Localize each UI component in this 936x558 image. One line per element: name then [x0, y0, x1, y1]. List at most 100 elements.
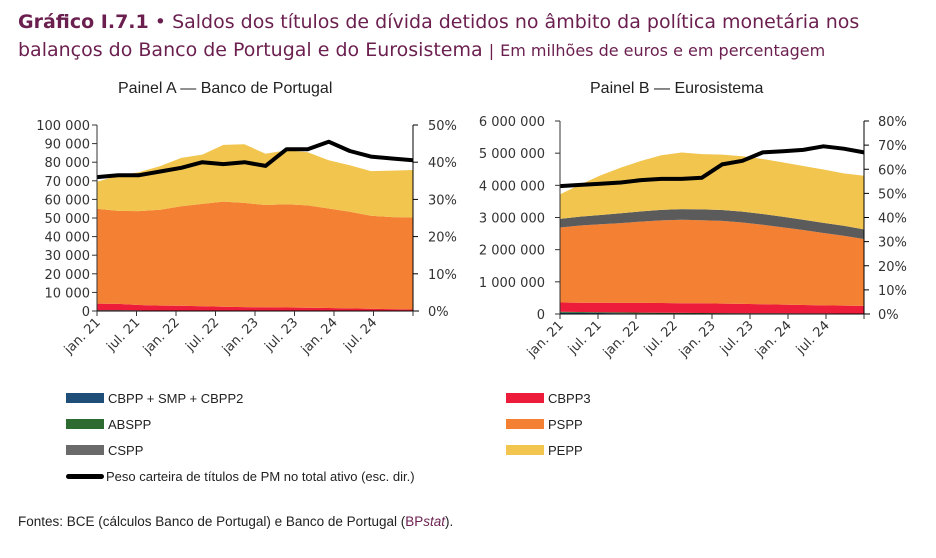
panel-a-area-pspp: [97, 201, 413, 310]
panel-a-y-tick-label: 100 000: [36, 119, 90, 134]
chart-title: Gráfico I.7.1 • Saldos dos títulos de dí…: [18, 8, 918, 65]
panel-b-x-tick-label: jul. 22: [641, 318, 681, 358]
legend-left: CBPP + SMP + CBPP2 ABSPP CSPP Peso carte…: [66, 385, 415, 489]
panel-a-x-tick-label: jul. 21: [104, 315, 144, 355]
charts-canvas: 0 10 000 20 000 30 000 40 000 50 000 60 000 70 …: [36, 115, 907, 361]
panel-a-y-tick-label: 40 000: [45, 231, 91, 246]
legend-swatch-pspp: [506, 419, 544, 429]
panel-b-x-tick-label: jan. 22: [600, 318, 643, 361]
legend-swatch-pepp: [506, 445, 544, 455]
panel-a-y-tick-label: 0: [82, 305, 90, 320]
panel-a-y2-tick-label: 50%: [428, 119, 457, 134]
panel-a-x-tick-label: jan. 23: [219, 315, 262, 358]
legend-line-ratio: [66, 473, 104, 479]
panel-b-y2-tick-label: 80%: [878, 115, 907, 130]
legend-item-ratio: Peso carteira de títulos de PM no total …: [66, 463, 415, 489]
panel-b-area-cspp: [560, 209, 864, 239]
panel-b-area-pepp: [560, 152, 864, 230]
panel-a-y-tick-label: 50 000: [45, 212, 91, 227]
legend-item-cbpp-smp-cbpp2: CBPP + SMP + CBPP2: [66, 385, 415, 411]
source-prefix: Fontes: BCE (cálculos Banco de Portugal)…: [18, 514, 406, 529]
legend-item-pepp: PEPP: [506, 437, 591, 463]
panel-a-x-tick-label: jan. 21: [61, 315, 104, 358]
panel-b-y-tick-label: 6 000 000: [479, 115, 545, 130]
legend-label: PEPP: [548, 442, 583, 458]
title-line-2: balanços do Banco de Portugal e do Euros…: [18, 36, 918, 65]
panel-b-y2-tick-label: 50%: [878, 187, 907, 202]
panel-a-y-tick-label: 20 000: [45, 268, 91, 283]
legend-label: Peso carteira de títulos de PM no total …: [106, 468, 415, 484]
figure-label: Gráfico I.7.1: [18, 11, 149, 33]
panel-a-x-tick-label: jan. 24: [298, 315, 341, 358]
panel-b-title: Painel B — Eurosistema: [590, 80, 764, 97]
panel-a-area-pepp: [97, 144, 413, 218]
panel-b-y2-tick-label: 30%: [878, 236, 907, 251]
panel-a-x-tick-label: jan. 22: [140, 315, 183, 358]
panel-b-y-tick-label: 2 000 000: [479, 244, 545, 259]
chart-subtitle: Em milhões de euros e em percentagem: [500, 41, 826, 60]
panel-b-y-tick-label: 5 000 000: [479, 147, 545, 162]
panel-b-y2-tick-label: 0%: [878, 308, 899, 323]
title-bullet: •: [154, 11, 167, 33]
panel-a-y-tick-label: 60 000: [45, 193, 91, 208]
title-line-1: Gráfico I.7.1 • Saldos dos títulos de dí…: [18, 8, 918, 36]
source-suffix: ).: [445, 514, 454, 529]
panel-a-y2-tick-label: 0%: [428, 305, 449, 320]
panel-b-x-tick-label: jan. 23: [676, 318, 719, 361]
panel-a-y2-tick-label: 40%: [428, 156, 457, 171]
panel-a-x-tick-label: jul. 23: [262, 315, 302, 355]
panel-b-y2-tick-label: 20%: [878, 260, 907, 275]
source-note: Fontes: BCE (cálculos Banco de Portugal)…: [18, 514, 453, 529]
legend-swatch-cbpp3: [506, 393, 544, 403]
panel-b-area-abspp: [560, 311, 864, 314]
legend-swatch-abspp: [66, 419, 104, 429]
panel-b-x-tick-label: jul. 23: [717, 318, 757, 358]
panel-b-x-tick-label: jan. 24: [752, 318, 795, 361]
panel-b-y-tick-label: 3 000 000: [479, 212, 545, 227]
panel-a-x-tick-label: jul. 22: [183, 315, 223, 355]
legend-swatch-cspp: [66, 445, 104, 455]
legend-label: PSPP: [548, 416, 583, 432]
panel-a-x-tick-label: jul. 24: [341, 315, 381, 355]
legend-item-cspp: CSPP: [66, 437, 415, 463]
panel-b-y2-tick-label: 40%: [878, 212, 907, 227]
panel-b-y-tick-label: 1 000 000: [479, 276, 545, 291]
bpstat-link-plain: BP: [405, 514, 424, 529]
panel-b-x-tick-label: jul. 21: [565, 318, 605, 358]
panel-b-y2-tick-label: 10%: [878, 284, 907, 299]
panel-b-area-pspp: [560, 219, 864, 306]
legend-item-pspp: PSPP: [506, 411, 591, 437]
panel-b-x-tick-label: jul. 24: [793, 318, 833, 358]
title-text-1: Saldos dos títulos de dívida detidos no …: [172, 11, 860, 33]
legend-item-abspp: ABSPP: [66, 411, 415, 437]
panel-a-y2-tick-label: 30%: [428, 193, 457, 208]
bpstat-link-italic: stat: [423, 514, 445, 529]
legend-label: ABSPP: [108, 416, 152, 432]
legend-item-cbpp3: CBPP3: [506, 385, 591, 411]
legend-label: CBPP + SMP + CBPP2: [108, 390, 244, 406]
panel-b-y2-tick-label: 70%: [878, 139, 907, 154]
panel-a-y2-tick-label: 20%: [428, 231, 457, 246]
panel-a-y-tick-label: 90 000: [45, 138, 91, 153]
panel-a-ratio-line: [96, 139, 414, 180]
legend-right: CBPP3 PSPP PEPP: [506, 385, 591, 463]
legend-swatch-cbpp-smp-cbpp2: [66, 393, 104, 403]
panel-a-area-cbpp3: [97, 303, 413, 311]
panel-b-x-tick-label: jan. 21: [524, 318, 567, 361]
panel-a-y-tick-label: 70 000: [45, 175, 91, 190]
panel-b-y-tick-label: 4 000 000: [479, 179, 545, 194]
title-text-2: balanços do Banco de Portugal e do Euros…: [18, 39, 483, 61]
title-separator: |: [488, 41, 495, 60]
panel-a-title: Painel A — Banco de Portugal: [118, 80, 333, 97]
panel-b-ratio-line: [559, 144, 865, 189]
bpstat-link[interactable]: BPstat: [405, 514, 445, 529]
legend-label: CSPP: [108, 442, 144, 458]
panel-a-y2-tick-label: 10%: [428, 268, 457, 283]
panel-a-y-tick-label: 10 000: [45, 286, 91, 301]
panel-b-y-tick-label: 0: [537, 308, 545, 323]
panel-b-y2-tick-label: 60%: [878, 163, 907, 178]
panel-a-y-tick-label: 30 000: [45, 249, 91, 264]
legend-label: CBPP3: [548, 390, 591, 406]
panel-a-y-tick-label: 80 000: [45, 156, 91, 171]
panel-b-area-cbpp3: [560, 302, 864, 314]
